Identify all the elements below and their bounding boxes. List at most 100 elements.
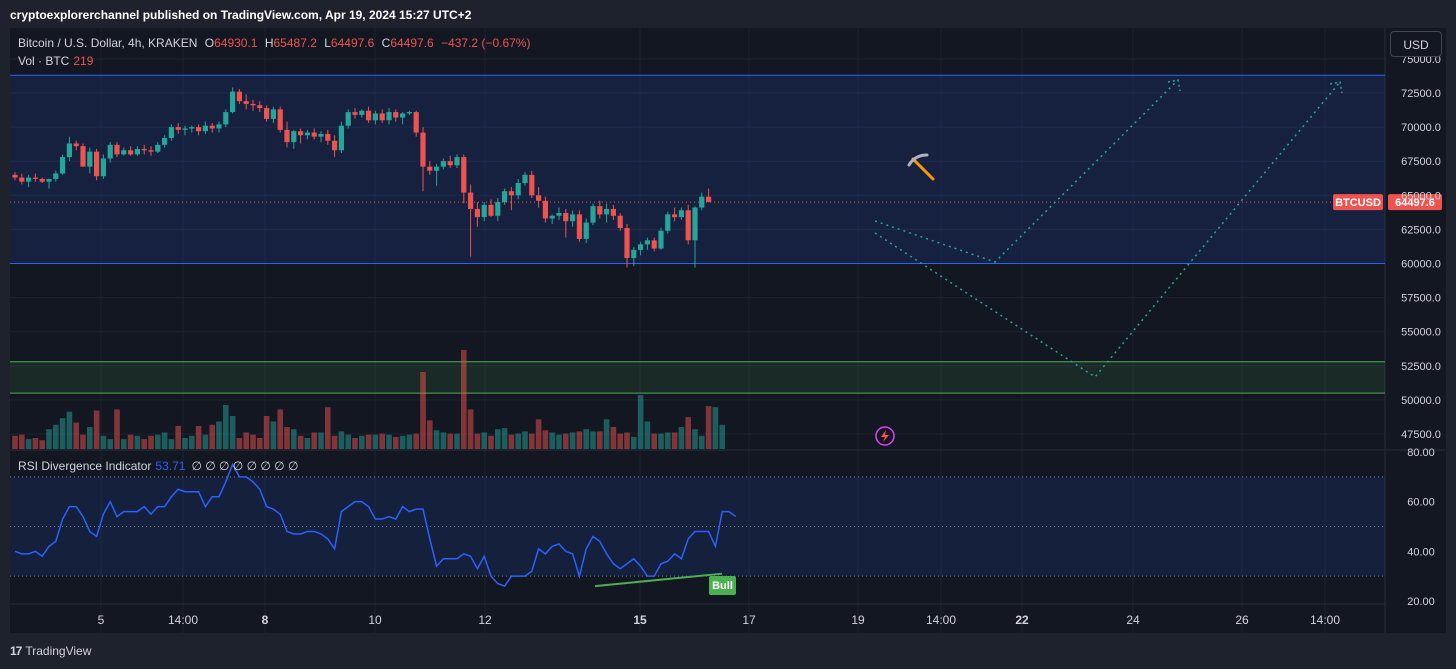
close-value: 64497.6 <box>390 36 434 50</box>
candle <box>590 206 596 223</box>
candle <box>685 210 691 241</box>
candle <box>481 204 487 218</box>
chart-area[interactable] <box>10 28 1446 633</box>
volume-bar <box>93 410 100 449</box>
volume-bar <box>66 411 73 449</box>
candle <box>434 166 440 171</box>
candle <box>182 128 188 130</box>
candle <box>529 174 535 196</box>
rsi-tick-label: 20.00 <box>1407 596 1435 608</box>
candle <box>39 178 45 182</box>
change-value: −437.2 (−0.67%) <box>441 36 531 50</box>
candle <box>155 144 161 152</box>
volume-bar <box>665 432 671 449</box>
volume-bar <box>467 409 474 449</box>
candle <box>604 208 610 215</box>
open-value: 64930.1 <box>214 36 258 50</box>
candle <box>318 133 324 137</box>
candle <box>699 196 705 208</box>
price-tick-label: 55000.0 <box>1401 327 1441 339</box>
candle <box>270 109 276 119</box>
rsi-legend: RSI Divergence Indicator 53.71 ∅ ∅ ∅ ∅ ∅ ∅… <box>18 459 304 473</box>
volume-bar <box>399 435 406 449</box>
price-tick-label: 70000.0 <box>1401 122 1441 134</box>
candle <box>556 213 562 216</box>
volume-bar <box>678 427 685 449</box>
volume-bar <box>549 432 555 449</box>
currency-button[interactable]: USD <box>1390 31 1442 57</box>
price-tick-label: 57500.0 <box>1401 293 1441 305</box>
candle <box>583 222 589 239</box>
price-tick-label: 60000.0 <box>1401 259 1441 271</box>
time-tick-label: 22 <box>1015 613 1029 627</box>
candle <box>393 112 399 118</box>
volume-bar <box>563 433 569 449</box>
pickaxe-head <box>907 153 929 167</box>
volume-bar <box>325 407 331 449</box>
candle <box>692 207 698 241</box>
volume-bar <box>433 430 440 449</box>
volume-bar <box>189 435 195 449</box>
candle <box>461 157 467 193</box>
bull-badge <box>709 576 736 595</box>
volume-bar <box>59 418 66 449</box>
volume-bar <box>699 435 705 449</box>
candle <box>12 174 18 178</box>
candle <box>672 214 678 218</box>
volume-bar <box>427 420 433 449</box>
candle <box>230 91 236 113</box>
volume-bar <box>522 431 528 449</box>
last-price-label: 64497.6 <box>1395 197 1435 209</box>
candle <box>141 148 147 151</box>
volume-bar <box>345 434 351 449</box>
volume-bar <box>705 406 712 449</box>
time-tick-label: 19 <box>851 613 865 627</box>
volume-bar <box>257 438 263 449</box>
volume-bar <box>610 427 617 449</box>
lightning-icon <box>875 426 895 446</box>
candle <box>502 191 508 203</box>
volume-bar <box>141 439 147 449</box>
volume-bar <box>216 421 222 449</box>
candle <box>576 214 582 239</box>
volume-bar <box>529 433 535 449</box>
candle <box>189 127 195 129</box>
candle <box>563 213 569 222</box>
price-tick-label: 47500.0 <box>1401 429 1441 441</box>
volume-bar <box>80 434 86 449</box>
volume-bar <box>32 438 39 449</box>
volume-bar <box>182 438 188 449</box>
volume-bar <box>712 407 719 449</box>
candle <box>73 143 79 147</box>
candle <box>284 129 290 143</box>
volume-bar <box>236 438 243 449</box>
candle <box>338 125 344 151</box>
price-tick-label: 52500.0 <box>1401 361 1441 373</box>
volume-bar <box>352 438 358 449</box>
volume-bar <box>379 433 385 449</box>
volume-bar <box>719 424 725 449</box>
low-label: L <box>324 36 331 50</box>
candle <box>304 132 310 136</box>
candle <box>264 108 270 119</box>
volume-bar <box>671 432 678 449</box>
volume-bar <box>508 434 515 449</box>
candle <box>372 113 378 121</box>
candle <box>148 150 154 152</box>
volume-bar <box>474 433 481 449</box>
candle <box>406 112 412 114</box>
candle <box>515 183 521 196</box>
volume-bar <box>454 433 460 449</box>
candle <box>332 140 338 151</box>
volume-bar <box>202 434 209 449</box>
tradingview-brand[interactable]: 17 TradingView <box>10 644 91 658</box>
high-label: H <box>264 36 274 50</box>
volume-bar <box>304 438 311 449</box>
price-tick-label: 65000.0 <box>1401 190 1441 202</box>
publisher-line: cryptoexplorerchannel published on Tradi… <box>0 0 1456 28</box>
volume-bar <box>501 428 508 449</box>
volume-bar <box>331 435 338 449</box>
volume-bar <box>658 433 664 449</box>
volume-bar <box>168 439 175 449</box>
